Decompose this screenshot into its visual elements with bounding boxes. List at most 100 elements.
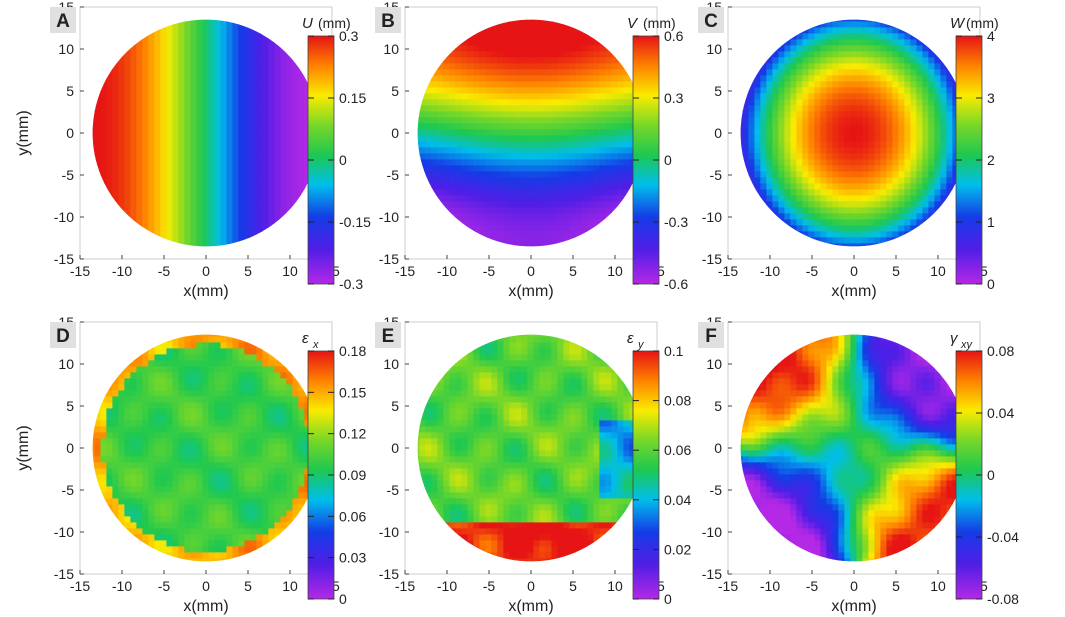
heatmap-cell (856, 19, 863, 22)
heatmap-cell (946, 63, 953, 70)
heatmap-cell (417, 81, 420, 88)
heatmap-cell (611, 19, 618, 22)
heatmap-cell (802, 63, 809, 70)
heatmap-cell (184, 51, 191, 58)
heatmap-cell (244, 219, 251, 226)
heatmap-cell (184, 33, 191, 40)
heatmap-cell (832, 105, 839, 112)
heatmap-cell (92, 420, 95, 427)
heatmap-cell (844, 81, 851, 88)
heatmap-cell (748, 87, 755, 94)
heatmap-cell (880, 39, 887, 46)
heatmap-cell (557, 93, 564, 100)
heatmap-cell (539, 201, 546, 208)
heatmap-cell (623, 219, 630, 226)
heatmap-cell (545, 39, 552, 46)
heatmap-cell (425, 189, 432, 196)
heatmap-cell (545, 243, 552, 247)
heatmap-cell (862, 141, 869, 148)
heatmap-cell (292, 159, 299, 166)
heatmap-cell (886, 177, 893, 184)
heatmap-cell (790, 165, 797, 172)
heatmap-cell (130, 237, 137, 244)
heatmap-cell (946, 243, 953, 247)
heatmap-cell (766, 201, 773, 208)
heatmap-cell (220, 117, 227, 124)
heatmap-cell (208, 213, 215, 220)
heatmap-cell (154, 225, 161, 232)
heatmap-cell (479, 33, 486, 40)
heatmap-cell (740, 33, 743, 40)
heatmap-cell (868, 165, 875, 172)
heatmap-cell (844, 147, 851, 154)
heatmap-cell (581, 159, 588, 166)
heatmap-cell (268, 189, 275, 196)
heatmap-cell (778, 183, 785, 190)
heatmap-cell (184, 69, 191, 76)
heatmap-cell (274, 111, 281, 118)
heatmap-cell (202, 165, 209, 172)
heatmap-cell (617, 231, 624, 238)
heatmap-cell (497, 117, 504, 124)
heatmap-cell (449, 177, 456, 184)
heatmap-cell (154, 117, 161, 124)
heatmap-cell (856, 147, 863, 154)
heatmap-cell (256, 165, 263, 172)
heatmap-cell (892, 27, 899, 34)
heatmap-cell (485, 195, 492, 202)
heatmap-cell (268, 195, 275, 202)
heatmap-cell (220, 249, 227, 256)
heatmap-cell (154, 45, 161, 52)
heatmap-cell (796, 45, 803, 52)
heatmap-cell (527, 111, 534, 118)
heatmap-cell (868, 237, 875, 244)
heatmap-cell (232, 153, 239, 160)
colorbar-tick-label: 0.6 (664, 28, 684, 44)
heatmap-cell (100, 39, 107, 46)
heatmap-cell (124, 213, 131, 220)
heatmap-cell (940, 33, 947, 40)
heatmap-cell (419, 189, 426, 196)
heatmap-cell (467, 69, 474, 76)
heatmap-cell (298, 57, 305, 64)
heatmap-cell (419, 219, 426, 226)
heatmap-cell (599, 87, 606, 94)
heatmap-cell (808, 39, 815, 46)
heatmap-cell (461, 189, 468, 196)
heatmap-cell (742, 135, 749, 142)
heatmap-cell (148, 249, 155, 256)
heatmap-cell (623, 207, 630, 214)
heatmap-cell (94, 177, 101, 184)
heatmap-cell (92, 39, 95, 46)
heatmap-cell (599, 189, 606, 196)
heatmap-cell (238, 75, 245, 82)
heatmap-cell (178, 19, 185, 22)
heatmap-cell (617, 189, 624, 196)
heatmap-cell (760, 87, 767, 94)
heatmap-cell (581, 171, 588, 178)
heatmap-cell (922, 105, 929, 112)
heatmap-cell (868, 243, 875, 247)
heatmap-cell (274, 21, 281, 28)
heatmap-cell (569, 129, 576, 136)
heatmap-cell (904, 21, 911, 28)
heatmap-cell (533, 177, 540, 184)
heatmap-cell (533, 219, 540, 226)
heatmap-cell (190, 171, 197, 178)
x-tick-label: -15 (395, 263, 415, 279)
heatmap-cell (256, 75, 263, 82)
heatmap-cell (431, 117, 438, 124)
heatmap-cell (760, 75, 767, 82)
heatmap-cell (778, 213, 785, 220)
heatmap-cell (826, 225, 833, 232)
heatmap-cell (850, 171, 857, 178)
heatmap-cell (461, 231, 468, 238)
heatmap-cell (467, 237, 474, 244)
heatmap-cell (244, 19, 251, 22)
heatmap-cell (790, 195, 797, 202)
heatmap-cell (190, 93, 197, 100)
heatmap-cell (491, 69, 498, 76)
heatmap-cell (862, 129, 869, 136)
heatmap-cell (485, 57, 492, 64)
heatmap-cell (623, 81, 630, 88)
